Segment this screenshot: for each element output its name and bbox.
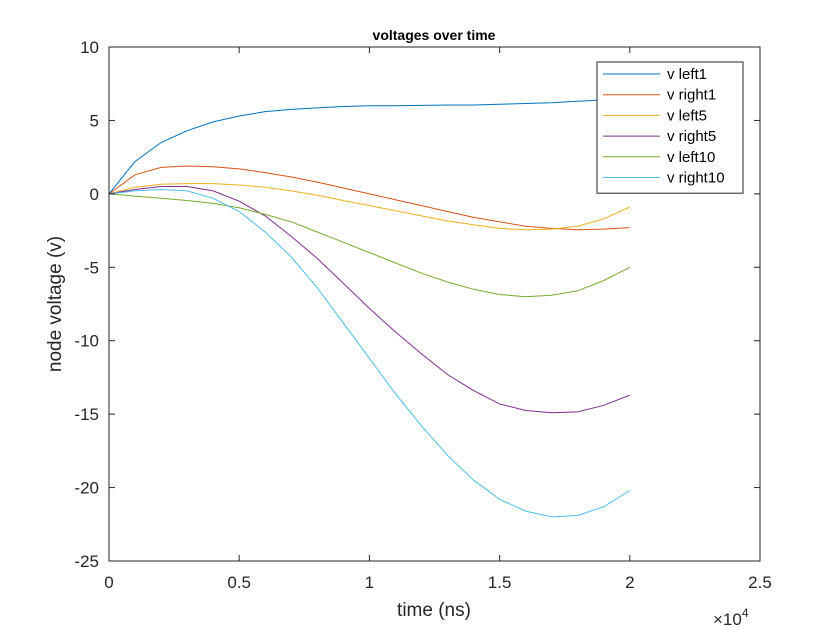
- y-tick-label: 0: [90, 185, 99, 204]
- tick-layer: 0 0.5 1 1.5 2 2.5 10 5 0 -5 -10 -15 -20 -25: [74, 38, 771, 592]
- x-exponent-power: 4: [742, 606, 749, 620]
- legend-entry-label: v right1: [667, 87, 716, 104]
- y-tick-label: -15: [74, 405, 99, 424]
- x-exponent-base: ×10: [713, 610, 742, 629]
- y-tick-label: 10: [80, 38, 99, 57]
- legend: v left1 v right1 v left5 v right5 v left10 v …: [596, 61, 744, 194]
- series-line-v-left5: [108, 183, 631, 231]
- x-exponent-label: ×104: [713, 606, 749, 629]
- x-tick-label: 1.5: [488, 573, 512, 592]
- x-tick-label: 0.5: [227, 573, 251, 592]
- x-tick-label: 0: [104, 573, 113, 592]
- series-line-v-right1: [108, 165, 630, 231]
- y-tick-label: -25: [74, 552, 99, 571]
- series-line-v-left10: [108, 193, 631, 298]
- legend-entry-label: v right5: [667, 128, 716, 145]
- legend-entry-label: v left5: [667, 107, 707, 124]
- y-tick-label: 5: [90, 111, 99, 130]
- series-line-v-right10: [108, 188, 631, 518]
- legend-entry-label: v left10: [667, 149, 715, 166]
- axes-box: [108, 46, 761, 562]
- x-tick-label: 1: [365, 573, 374, 592]
- series-layer: [108, 96, 631, 518]
- chart-title: voltages over time: [373, 27, 496, 43]
- series-line-v-left1: [108, 96, 630, 195]
- x-tick-label: 2.5: [748, 573, 772, 592]
- y-axis-label: node voltage (v): [45, 236, 66, 372]
- legend-entry-label: v right10: [667, 170, 725, 187]
- x-axis-label: time (ns): [397, 600, 471, 621]
- y-tick-label: -5: [84, 258, 99, 277]
- y-tick-label: -20: [74, 479, 99, 498]
- legend-entry-label: v left1: [667, 66, 707, 83]
- x-tick-label: 2: [625, 573, 634, 592]
- y-tick-label: -10: [74, 332, 99, 351]
- legend-box: [596, 61, 744, 194]
- series-line-v-right5: [108, 186, 630, 414]
